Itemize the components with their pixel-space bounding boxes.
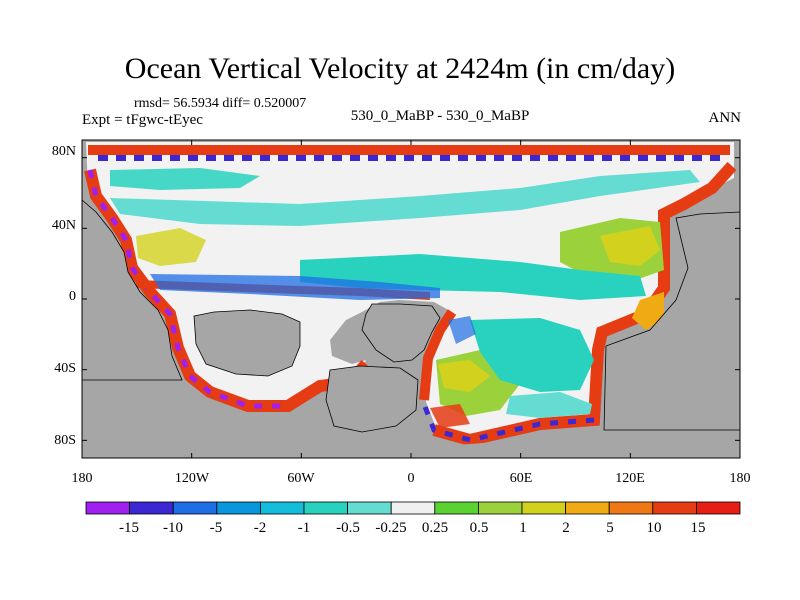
coastal-rim-africa — [419, 309, 457, 401]
stats-text: rmsd= 56.5934 diff= 0.520007 — [134, 96, 307, 111]
colorbar-swatch-13 — [652, 501, 697, 515]
x-tick-label-1: 120W — [175, 471, 210, 486]
x-tick-label-4: 60E — [510, 471, 533, 486]
x-tick-label-5: 120E — [615, 471, 645, 486]
patch-yellow-ne — [600, 226, 660, 266]
colorbar-label-4: -1 — [298, 520, 311, 536]
colorbar-swatch-12 — [608, 501, 654, 515]
patch-green-sw — [136, 228, 206, 266]
land-east — [603, 211, 740, 431]
colorbar-label-0: -15 — [119, 520, 139, 536]
colorbar-labels: -15 -10 -5 -2 -1 -0.5 -0.25 0.25 0.5 1 2… — [119, 520, 706, 536]
colorbar-swatch-11 — [565, 501, 610, 515]
patch-cyan-south — [470, 318, 594, 392]
colorbar-label-7: 0.25 — [422, 520, 448, 536]
colorbar-swatch-3 — [216, 501, 261, 515]
colorbar-swatch-2 — [172, 501, 218, 515]
colorbar-label-2: -5 — [210, 520, 223, 536]
colorbar-swatch-8 — [434, 501, 479, 515]
colorbar-swatch-7 — [390, 501, 436, 515]
season-label: ANN — [708, 110, 742, 126]
y-tick-label-1: 40N — [52, 218, 76, 233]
x-tick-label-3: 0 — [408, 471, 415, 486]
patch-yellow-south — [438, 360, 490, 392]
x-tick-label-2: 60W — [287, 471, 315, 486]
colorbar-swatch-4 — [259, 501, 305, 515]
colorbar-swatch-1 — [129, 501, 174, 515]
colorbar-label-10: 2 — [562, 520, 570, 536]
colorbar-swatch-6 — [347, 501, 392, 515]
colorbar-swatch-0 — [85, 501, 130, 515]
patch-orange-east — [632, 292, 664, 330]
colorbar-label-5: -0.5 — [336, 520, 360, 536]
colorbar-swatch-5 — [303, 501, 348, 515]
land-central-island — [361, 303, 441, 363]
patch-cyan-upper — [110, 168, 260, 190]
y-tick-label-2: 0 — [69, 289, 76, 304]
land-west — [82, 199, 183, 381]
colorbar-swatch-9 — [477, 501, 523, 515]
colorbar-label-8: 0.5 — [470, 520, 489, 536]
coastal-rim-east — [432, 161, 737, 447]
land-south-block — [325, 365, 419, 433]
coastal-rim-east-blue — [421, 403, 595, 443]
chart-title: Ocean Vertical Velocity at 2424m (in cm/… — [124, 52, 676, 85]
y-tick-label-0: 80N — [52, 144, 76, 159]
colorbar-label-11: 5 — [606, 520, 614, 536]
colorbar-label-6: -0.25 — [375, 520, 406, 536]
map-field — [82, 140, 740, 458]
equatorial-band-blue — [150, 274, 440, 300]
patch-blue-south — [448, 316, 476, 344]
colorbar-swatch-10 — [521, 501, 566, 515]
colorbar-label-9: 1 — [519, 520, 527, 536]
colorbar-swatch-14 — [696, 501, 741, 515]
axis-ticks — [81, 140, 741, 458]
y-tick-label-3: 40S — [54, 361, 76, 376]
x-tick-label-0: 180 — [72, 471, 93, 486]
patch-red-south — [430, 404, 470, 428]
y-tick-label-4: 80S — [54, 433, 76, 448]
land-west-island — [193, 309, 301, 377]
colorbar-label-1: -10 — [163, 520, 183, 536]
patch-cyan-south2 — [506, 392, 592, 418]
land-antarctica — [82, 428, 740, 458]
colorbar-label-13: 15 — [691, 520, 706, 536]
x-tick-label-6: 180 — [730, 471, 751, 486]
colorbar — [85, 501, 741, 515]
colorbar-label-3: -2 — [254, 520, 267, 536]
case-label: 530_0_MaBP - 530_0_MaBP — [350, 108, 530, 124]
colorbar-label-12: 10 — [647, 520, 662, 536]
band-cyan-north — [110, 170, 700, 226]
experiment-label: Expt = tFgwc-tEyec — [82, 112, 203, 128]
